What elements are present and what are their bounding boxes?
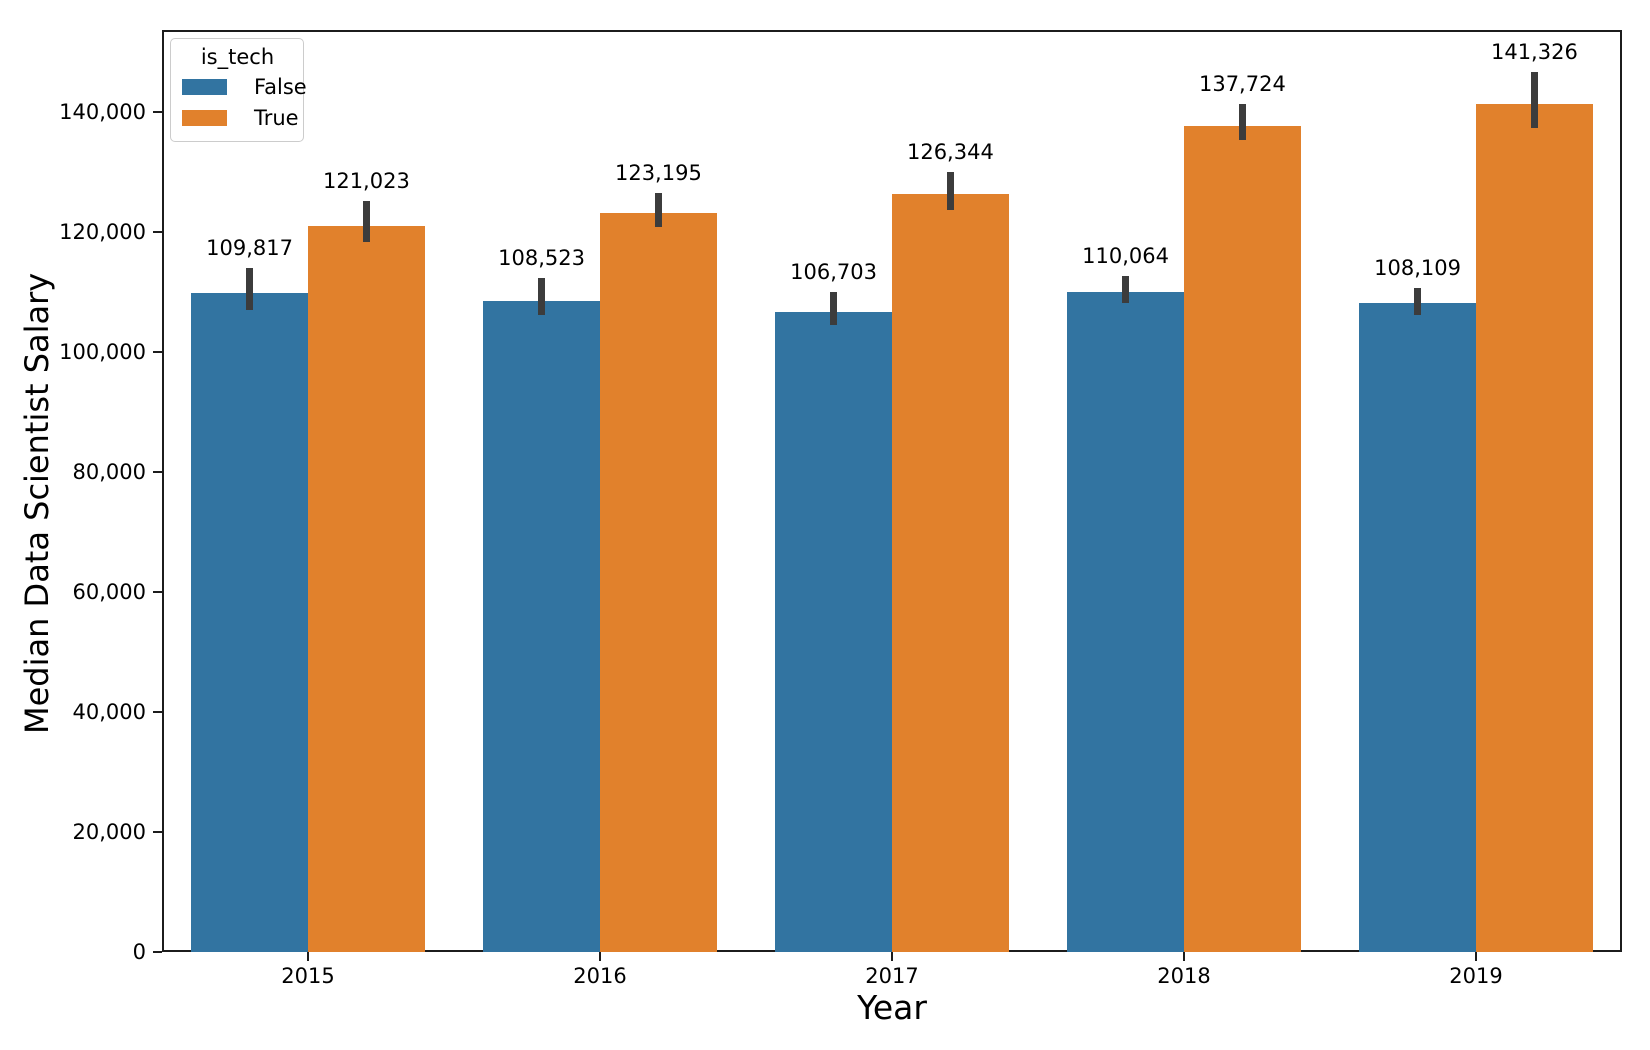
value-label-false-2018: 110,064 xyxy=(1082,243,1170,268)
bar-false-2019 xyxy=(1359,303,1476,952)
value-label-true-2019: 141,326 xyxy=(1490,39,1578,64)
bar-false-2015 xyxy=(191,293,308,952)
legend-swatch-false-icon xyxy=(182,78,227,95)
y-tick-80000 xyxy=(153,471,162,473)
value-label-true-2018: 137,724 xyxy=(1198,71,1286,96)
legend-item-true: True xyxy=(182,102,299,133)
y-tick-label-100000: 100,000 xyxy=(59,340,146,364)
x-tick-label-2017: 2017 xyxy=(865,964,919,988)
value-label-true-2016: 123,195 xyxy=(614,161,702,185)
x-tick-label-2019: 2019 xyxy=(1449,964,1503,988)
bar-false-2018 xyxy=(1067,291,1184,952)
x-tick-2018 xyxy=(1183,952,1185,961)
legend-item-false: False xyxy=(182,71,307,102)
y-tick-100000 xyxy=(153,351,162,353)
value-label-false-2015: 109,817 xyxy=(206,236,294,260)
error-bar-true-2016 xyxy=(654,193,662,227)
legend-swatch-true-icon xyxy=(182,109,227,126)
x-tick-label-2016: 2016 xyxy=(573,964,627,988)
error-bar-true-2019 xyxy=(1530,71,1538,129)
error-bar-false-2016 xyxy=(538,277,546,315)
y-tick-label-0: 0 xyxy=(132,940,146,964)
legend-title: is_tech xyxy=(200,45,275,69)
y-tick-40000 xyxy=(153,711,162,713)
x-axis-label: Year xyxy=(857,988,927,1027)
error-bar-false-2019 xyxy=(1414,287,1422,315)
y-tick-120000 xyxy=(153,231,162,233)
y-tick-0 xyxy=(153,951,162,953)
bar-false-2017 xyxy=(775,311,892,952)
y-tick-label-80000: 80,000 xyxy=(72,460,146,484)
error-bar-true-2017 xyxy=(946,172,954,210)
bar-false-2016 xyxy=(483,300,600,952)
legend: is_tech False True xyxy=(170,38,307,142)
bar-true-2018 xyxy=(1184,125,1301,952)
y-tick-label-120000: 120,000 xyxy=(59,220,146,244)
value-label-true-2015: 121,023 xyxy=(322,169,410,194)
x-tick-2016 xyxy=(599,952,601,961)
error-bar-true-2015 xyxy=(362,201,370,242)
bar-true-2016 xyxy=(600,212,717,952)
bar-true-2019 xyxy=(1476,104,1593,952)
bar-true-2015 xyxy=(308,225,425,952)
error-bar-false-2015 xyxy=(246,268,254,310)
x-tick-2017 xyxy=(891,952,893,961)
value-label-false-2019: 108,109 xyxy=(1374,255,1462,280)
value-label-true-2017: 126,344 xyxy=(906,140,994,164)
x-tick-label-2015: 2015 xyxy=(281,964,335,988)
y-tick-label-140000: 140,000 xyxy=(59,100,146,124)
legend-label-false: False xyxy=(254,74,307,99)
y-tick-label-60000: 60,000 xyxy=(72,580,146,604)
y-tick-60000 xyxy=(153,591,162,593)
legend-label-true: True xyxy=(254,105,299,130)
value-label-false-2017: 106,703 xyxy=(790,260,878,284)
error-bar-false-2018 xyxy=(1122,275,1130,303)
y-tick-label-40000: 40,000 xyxy=(72,700,146,724)
x-tick-label-2018: 2018 xyxy=(1157,964,1211,988)
x-tick-2015 xyxy=(307,952,309,961)
x-tick-2019 xyxy=(1475,952,1477,961)
bar-true-2017 xyxy=(892,193,1009,952)
y-tick-140000 xyxy=(153,111,162,113)
error-bar-true-2018 xyxy=(1238,103,1246,140)
value-label-false-2016: 108,523 xyxy=(498,245,586,270)
y-tick-label-20000: 20,000 xyxy=(72,820,146,844)
y-axis-label: Median Data Scientist Salary xyxy=(18,272,56,734)
error-bar-false-2017 xyxy=(830,292,838,325)
y-tick-20000 xyxy=(153,831,162,833)
